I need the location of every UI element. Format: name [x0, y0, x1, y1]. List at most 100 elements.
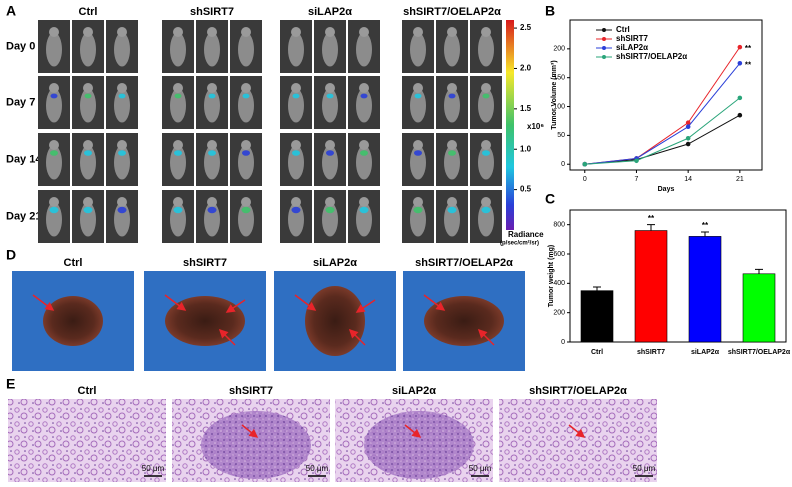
signal-spot — [448, 150, 456, 156]
mouse-head — [481, 27, 491, 37]
y-tick-label: 150 — [553, 75, 565, 82]
y-axis-label: Tumor Volume (mm³) — [551, 60, 558, 129]
mouse-head — [325, 140, 335, 150]
signal-spot — [291, 206, 301, 214]
mouse-head — [117, 197, 127, 207]
day-label: Day 0 — [6, 40, 35, 52]
signal-spot — [360, 150, 368, 156]
y-axis-label: Tumor weight (mg) — [548, 245, 555, 307]
legend-marker — [602, 55, 606, 59]
signal-spot — [207, 206, 217, 214]
mouse-head — [117, 27, 127, 37]
mouse-body — [322, 88, 338, 123]
group-label: siLAP2α — [313, 257, 357, 269]
group-label: siLAP2α — [308, 6, 352, 18]
error-bar — [647, 224, 655, 231]
mouse-head — [359, 27, 369, 37]
mouse-head — [207, 83, 217, 93]
data-point — [634, 158, 639, 164]
signal-spot — [118, 93, 126, 99]
legend-marker — [602, 28, 606, 32]
arrow — [348, 328, 366, 346]
mouse-head — [117, 83, 127, 93]
mouse-head — [173, 27, 183, 37]
group-label: shSIRT7/OELAP2α — [415, 257, 513, 269]
group-label: Ctrl — [64, 257, 83, 269]
mouse-head — [207, 197, 217, 207]
tumor-region — [201, 411, 311, 479]
mouse-head — [481, 197, 491, 207]
data-point — [737, 44, 743, 50]
mouse-body — [288, 145, 304, 180]
mouse-head — [83, 83, 93, 93]
signal-spot — [481, 206, 491, 214]
x-tick-label: Ctrl — [591, 349, 603, 356]
arrow — [32, 294, 55, 311]
y-tick-label: 400 — [553, 280, 565, 287]
legend-marker — [602, 37, 606, 41]
colorbar-unit: (p/sec/cm²/sr) — [500, 240, 539, 247]
signal-spot — [413, 206, 423, 214]
y-tick-label: 0 — [561, 339, 565, 346]
mouse-body — [410, 32, 426, 67]
signal-spot — [118, 150, 126, 156]
group-label: siLAP2α — [392, 385, 436, 397]
mouse-head — [359, 83, 369, 93]
day-label: Day 21 — [6, 210, 41, 222]
legend-label: Ctrl — [616, 25, 630, 34]
scale-label: 50 μm — [142, 464, 165, 473]
mouse-head — [49, 27, 59, 37]
series-line — [584, 114, 741, 165]
colorbar-tick-label: 1.0 — [520, 144, 532, 153]
mouse-head — [413, 83, 423, 93]
arrow — [164, 294, 187, 311]
tumor-region — [364, 411, 474, 479]
mouse-body — [204, 145, 220, 180]
bar — [688, 236, 722, 343]
arrow — [241, 424, 259, 438]
mouse-body — [238, 145, 254, 180]
mouse-head — [291, 197, 301, 207]
mouse-body — [322, 32, 338, 67]
y-tick-label: 200 — [553, 46, 565, 53]
signal-spot — [414, 150, 422, 156]
mouse-body — [238, 32, 254, 67]
mouse-head — [173, 83, 183, 93]
mouse-head — [359, 140, 369, 150]
signal-spot — [84, 150, 92, 156]
panel-label: D — [6, 247, 16, 263]
mouse-head — [173, 197, 183, 207]
plot-frame — [569, 209, 787, 343]
error-bar — [755, 268, 763, 274]
scale-label: 50 μm — [469, 464, 492, 473]
mouse-head — [291, 27, 301, 37]
data-point — [685, 135, 691, 141]
mouse-body — [478, 145, 494, 180]
legend-marker — [602, 46, 606, 50]
arrow — [355, 299, 376, 313]
mouse-head — [207, 140, 217, 150]
data-point — [685, 124, 691, 130]
mouse-head — [447, 197, 457, 207]
mouse-body — [410, 145, 426, 180]
histology-image — [8, 399, 166, 482]
mouse-head — [241, 140, 251, 150]
mouse-body — [46, 32, 62, 67]
x-tick-label: shSIRT7 — [637, 349, 665, 356]
day-label: Day 14 — [6, 153, 42, 165]
mouse-head — [325, 83, 335, 93]
mouse-body — [46, 88, 62, 123]
arrow — [477, 328, 495, 346]
mouse-body — [444, 145, 460, 180]
mouse-head — [325, 27, 335, 37]
mouse-body — [80, 32, 96, 67]
data-point — [685, 141, 691, 147]
mouse-head — [413, 140, 423, 150]
signal-spot — [241, 206, 251, 214]
x-tick-label: shSIRT7/OELAP2α — [728, 349, 791, 356]
mouse-head — [117, 140, 127, 150]
y-tick-label: 50 — [557, 132, 565, 139]
mouse-body — [170, 88, 186, 123]
mouse-head — [447, 83, 457, 93]
